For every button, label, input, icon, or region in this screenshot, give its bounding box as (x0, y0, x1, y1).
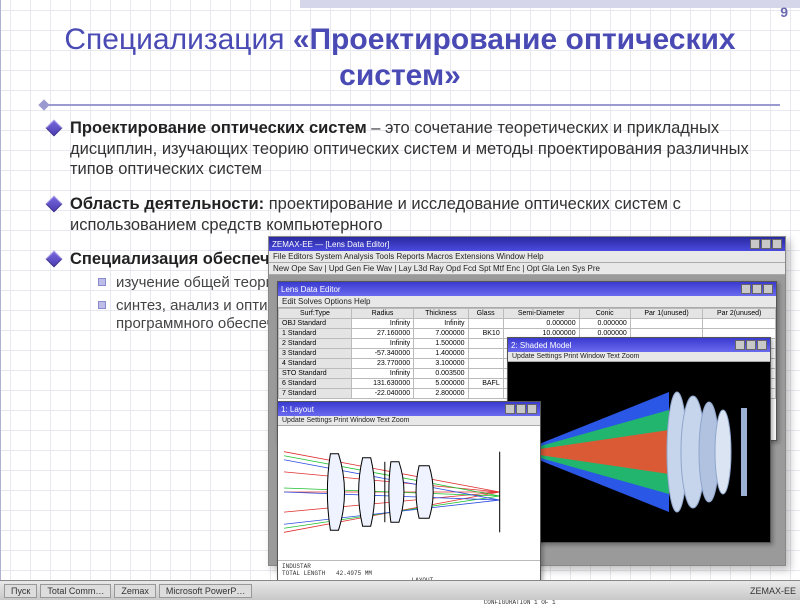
bullet-bold: Область деятельности: (70, 195, 264, 213)
taskbar-item[interactable]: Zemax (114, 584, 156, 598)
layout-window[interactable]: 1: Layout Update Settings Print Window T… (277, 401, 541, 591)
close-button[interactable] (757, 340, 767, 350)
bullet-item: Область деятельности: проектирование и и… (48, 194, 770, 235)
square-dot-icon (98, 278, 106, 286)
maximize-button[interactable] (746, 340, 756, 350)
diamond-bullet-icon (46, 251, 63, 268)
table-header-cell[interactable]: Par 1(unused) (630, 309, 703, 319)
table-header-cell[interactable]: Semi-Diameter (503, 309, 579, 319)
main-menubar[interactable]: File Editors System Analysis Tools Repor… (269, 251, 785, 263)
maximize-button[interactable] (761, 239, 771, 249)
maximize-button[interactable] (516, 404, 526, 414)
layout-menubar[interactable]: Update Settings Print Window Text Zoom (278, 416, 540, 426)
title-main: «Проектирование оптических систем» (293, 23, 736, 92)
table-cell[interactable] (468, 369, 503, 379)
minimize-button[interactable] (750, 239, 760, 249)
table-cell[interactable]: Infinity (414, 319, 468, 329)
table-cell[interactable]: 3.100000 (414, 359, 468, 369)
slide-title: Специализация «Проектирование оптических… (0, 0, 800, 100)
shaded-title: 2: Shaded Model (511, 341, 732, 350)
table-cell[interactable] (630, 319, 703, 329)
table-cell[interactable] (468, 339, 503, 349)
close-button[interactable] (763, 284, 773, 294)
table-cell[interactable]: OBJ Standard (279, 319, 352, 329)
lde-menubar[interactable]: Edit Solves Options Help (278, 296, 776, 308)
table-cell[interactable]: -57.340000 (351, 349, 413, 359)
zemax-app-window: ZEMAX-EE — [Lens Data Editor] File Edito… (268, 236, 786, 566)
maximize-button[interactable] (752, 284, 762, 294)
title-underline (40, 104, 780, 106)
shaded-titlebar[interactable]: 2: Shaded Model (508, 338, 770, 352)
minimize-button[interactable] (735, 340, 745, 350)
table-cell[interactable]: 2 Standard (279, 339, 352, 349)
close-button[interactable] (772, 239, 782, 249)
table-cell[interactable]: 4 Standard (279, 359, 352, 369)
table-header-cell[interactable]: Thickness (414, 309, 468, 319)
mdi-client-area: Lens Data Editor Edit Solves Options Hel… (269, 275, 785, 565)
table-cell[interactable] (468, 359, 503, 369)
page-number: 9 (780, 4, 788, 20)
minimize-button[interactable] (741, 284, 751, 294)
table-header-cell[interactable]: Radius (351, 309, 413, 319)
table-cell[interactable]: 7 Standard (279, 389, 352, 399)
top-accent-bar (300, 0, 800, 8)
close-button[interactable] (527, 404, 537, 414)
table-cell[interactable]: Infinity (351, 319, 413, 329)
table-cell[interactable] (468, 349, 503, 359)
table-cell[interactable]: 0.000000 (503, 319, 579, 329)
shaded-model-window[interactable]: 2: Shaded Model Update Settings Print Wi… (507, 337, 771, 543)
layout-title: 1: Layout (281, 405, 502, 414)
table-cell[interactable]: 1.400000 (414, 349, 468, 359)
table-header-cell[interactable]: Surf:Type (279, 309, 352, 319)
minimize-button[interactable] (505, 404, 515, 414)
start-button[interactable]: Пуск (4, 584, 37, 598)
window-controls (750, 239, 782, 249)
table-cell[interactable] (703, 319, 776, 329)
table-cell[interactable]: STO Standard (279, 369, 352, 379)
table-cell[interactable]: 1 Standard (279, 329, 352, 339)
tray-text: ZEMAX-EE (750, 586, 796, 596)
table-cell[interactable]: 7.000000 (414, 329, 468, 339)
shaded-model-render (508, 362, 770, 542)
table-header-cell[interactable]: Glass (468, 309, 503, 319)
table-cell[interactable]: 0.000000 (579, 319, 630, 329)
table-cell[interactable]: 131.630000 (351, 379, 413, 389)
layout-2d-render (278, 426, 540, 558)
bullet-item: Проектирование оптических систем – это с… (48, 118, 770, 180)
taskbar-item[interactable]: Total Comm… (40, 584, 111, 598)
table-row[interactable]: OBJ StandardInfinityInfinity0.0000000.00… (279, 319, 776, 329)
table-cell[interactable]: Infinity (351, 339, 413, 349)
taskbar-item[interactable]: Microsoft PowerP… (159, 584, 253, 598)
table-header-cell[interactable]: Par 2(unused) (703, 309, 776, 319)
table-cell[interactable]: 3 Standard (279, 349, 352, 359)
lde-title: Lens Data Editor (281, 285, 738, 294)
table-cell[interactable]: 5.000000 (414, 379, 468, 389)
table-cell[interactable]: -22.040000 (351, 389, 413, 399)
shaded-menubar[interactable]: Update Settings Print Window Text Zoom (508, 352, 770, 362)
main-window-title: ZEMAX-EE — [Lens Data Editor] (272, 240, 747, 249)
table-cell[interactable]: BAFL (468, 379, 503, 389)
lde-titlebar[interactable]: Lens Data Editor (278, 282, 776, 296)
table-cell[interactable]: 27.160000 (351, 329, 413, 339)
table-cell[interactable] (468, 389, 503, 399)
main-toolbar[interactable]: New Ope Sav | Upd Gen Fie Wav | Lay L3d … (269, 263, 785, 275)
diamond-bullet-icon (46, 195, 63, 212)
title-prefix: Специализация (64, 23, 292, 56)
table-cell[interactable]: 0.003500 (414, 369, 468, 379)
table-cell[interactable]: 1.500000 (414, 339, 468, 349)
table-cell[interactable]: 2.800000 (414, 389, 468, 399)
table-cell[interactable]: 6 Standard (279, 379, 352, 389)
table-header-cell[interactable]: Conic (579, 309, 630, 319)
square-dot-icon (98, 301, 106, 309)
table-cell[interactable]: BK10 (468, 329, 503, 339)
table-cell[interactable] (468, 319, 503, 329)
bullet-bold: Проектирование оптических систем (70, 119, 367, 137)
windows-taskbar[interactable]: Пуск Total Comm… Zemax Microsoft PowerP…… (0, 580, 800, 600)
layout-titlebar[interactable]: 1: Layout (278, 402, 540, 416)
diamond-bullet-icon (46, 120, 63, 137)
table-cell[interactable]: 23.770000 (351, 359, 413, 369)
main-titlebar[interactable]: ZEMAX-EE — [Lens Data Editor] (269, 237, 785, 251)
table-cell[interactable]: Infinity (351, 369, 413, 379)
